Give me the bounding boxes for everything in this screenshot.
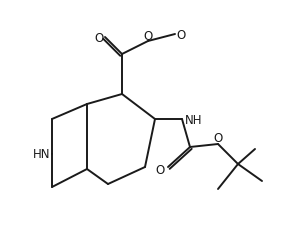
Text: HN: HN <box>32 148 50 161</box>
Text: O: O <box>176 28 186 41</box>
Text: NH: NH <box>185 113 202 126</box>
Text: O: O <box>213 132 222 145</box>
Text: O: O <box>94 31 103 44</box>
Text: O: O <box>155 163 165 176</box>
Text: O: O <box>143 29 153 42</box>
